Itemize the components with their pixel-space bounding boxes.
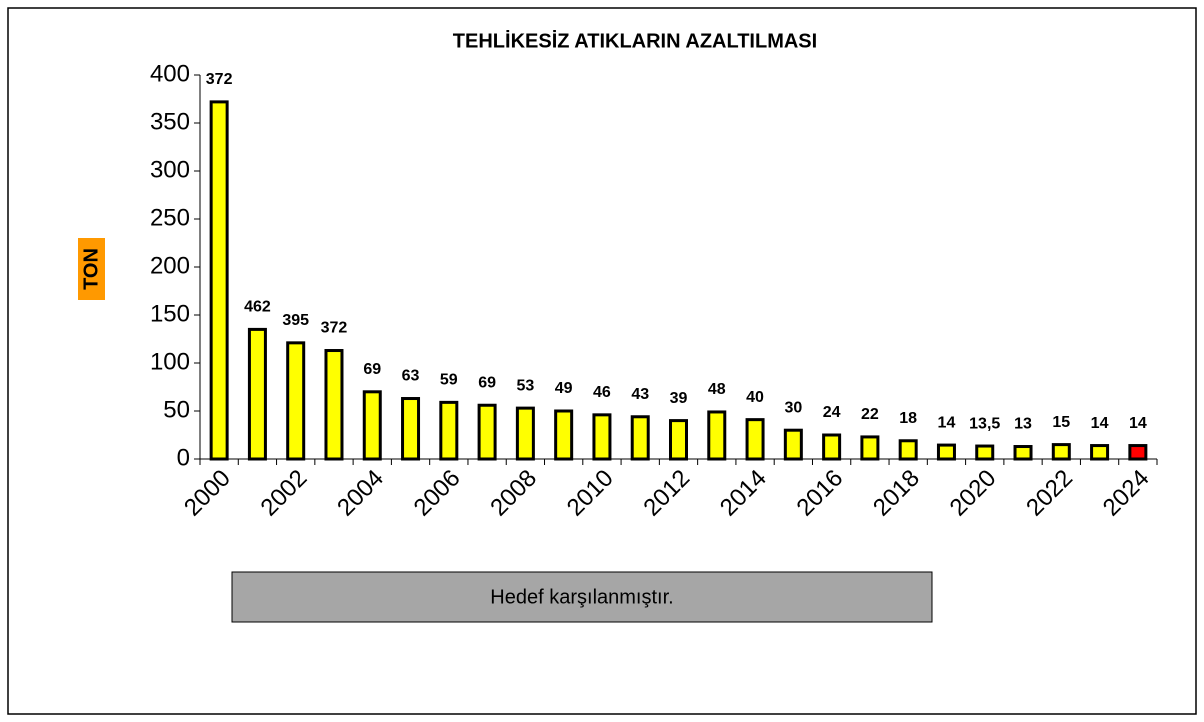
y-tick-label: 400 bbox=[150, 60, 190, 87]
data-label: 69 bbox=[363, 361, 381, 378]
bar bbox=[247, 327, 267, 461]
bar bbox=[592, 413, 612, 461]
bar bbox=[745, 418, 765, 461]
bar bbox=[439, 400, 459, 461]
bar bbox=[1051, 443, 1071, 461]
data-label: 40 bbox=[746, 389, 764, 406]
bar bbox=[898, 439, 918, 461]
bar bbox=[401, 397, 421, 461]
data-label: 22 bbox=[861, 406, 879, 423]
data-label: 395 bbox=[282, 312, 309, 329]
data-label: 18 bbox=[899, 410, 917, 427]
y-label-box bbox=[78, 238, 105, 300]
bar bbox=[975, 444, 995, 461]
bar bbox=[324, 349, 344, 461]
bar bbox=[286, 341, 306, 461]
data-label: 15 bbox=[1052, 414, 1070, 431]
data-label: 46 bbox=[593, 384, 611, 401]
chart-title: TEHLİKESİZ ATIKLARIN AZALTILMASI bbox=[453, 29, 817, 52]
bar bbox=[669, 419, 688, 461]
y-tick-label: 50 bbox=[163, 396, 190, 423]
y-tick-label: 250 bbox=[150, 204, 190, 231]
y-tick-label: 150 bbox=[150, 300, 190, 327]
note: Hedef karşılanmıştır. bbox=[490, 586, 673, 608]
data-label: 24 bbox=[823, 404, 841, 421]
data-label: 372 bbox=[321, 320, 348, 337]
data-label: 63 bbox=[402, 368, 420, 385]
data-label: 48 bbox=[708, 381, 726, 398]
bar bbox=[1013, 445, 1033, 461]
bar bbox=[477, 403, 497, 461]
bar bbox=[936, 443, 956, 461]
data-label: 14 bbox=[1129, 415, 1147, 432]
data-label: 53 bbox=[516, 377, 534, 394]
data-label: 13 bbox=[1014, 416, 1032, 433]
data-label: 372 bbox=[206, 71, 233, 88]
y-tick-label: 100 bbox=[150, 348, 190, 375]
data-label: 69 bbox=[478, 374, 496, 391]
note-box bbox=[231, 571, 933, 623]
y-tick-label: 0 bbox=[177, 444, 190, 471]
bar bbox=[783, 428, 803, 461]
data-label: 59 bbox=[440, 372, 458, 389]
bar bbox=[554, 409, 574, 461]
data-label: 14 bbox=[1091, 415, 1109, 432]
y-tick-label: 350 bbox=[150, 108, 190, 135]
y-tick-label: 200 bbox=[150, 252, 190, 279]
bar bbox=[630, 415, 650, 461]
bar bbox=[1128, 444, 1148, 461]
bar bbox=[515, 406, 535, 461]
data-label: 462 bbox=[244, 299, 271, 316]
bar bbox=[209, 100, 229, 461]
bar bbox=[822, 433, 842, 461]
bar bbox=[707, 410, 727, 461]
data-label: 13,5 bbox=[969, 415, 1000, 432]
data-label: 14 bbox=[938, 414, 956, 431]
y-tick-label: 300 bbox=[150, 156, 190, 183]
data-label: 43 bbox=[631, 386, 649, 403]
y-axis-label: TON bbox=[80, 248, 102, 290]
data-label: 39 bbox=[670, 390, 688, 407]
data-label: 49 bbox=[555, 380, 573, 397]
bar bbox=[1090, 444, 1110, 461]
bar bbox=[860, 435, 880, 461]
bar bbox=[362, 390, 382, 461]
data-label: 30 bbox=[784, 399, 802, 416]
